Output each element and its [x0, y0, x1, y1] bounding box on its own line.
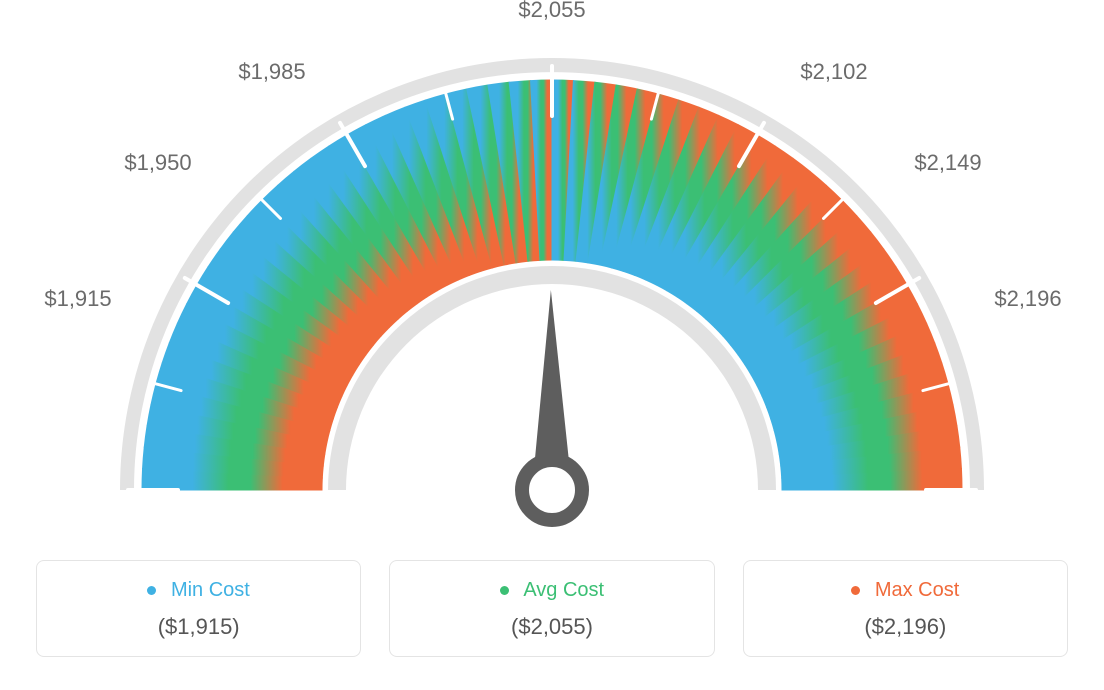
legend-title-min: Min Cost — [47, 579, 350, 602]
dot-icon — [500, 586, 509, 595]
legend-card-max: Max Cost ($2,196) — [743, 560, 1068, 657]
legend-row: Min Cost ($1,915) Avg Cost ($2,055) Max … — [0, 560, 1104, 681]
legend-label-avg: Avg Cost — [523, 579, 604, 601]
gauge-tick-label: $1,985 — [238, 59, 305, 85]
gauge-tick-label: $2,196 — [994, 286, 1061, 312]
legend-value-min: ($1,915) — [47, 614, 350, 640]
legend-value-avg: ($2,055) — [400, 614, 703, 640]
legend-card-min: Min Cost ($1,915) — [36, 560, 361, 657]
dot-icon — [851, 586, 860, 595]
gauge-chart: $1,915 $1,950 $1,985 $2,055 $2,102 $2,149 $2,1… — [0, 0, 1104, 560]
legend-card-avg: Avg Cost ($2,055) — [389, 560, 714, 657]
gauge-tick-label: $2,149 — [914, 150, 981, 176]
gauge-tick-label: $1,950 — [124, 150, 191, 176]
legend-title-avg: Avg Cost — [400, 579, 703, 602]
legend-value-max: ($2,196) — [754, 614, 1057, 640]
dot-icon — [147, 586, 156, 595]
gauge-tick-label: $2,102 — [800, 59, 867, 85]
gauge-tick-label: $2,055 — [518, 0, 585, 23]
legend-label-max: Max Cost — [875, 579, 959, 601]
legend-title-max: Max Cost — [754, 579, 1057, 602]
legend-label-min: Min Cost — [171, 579, 250, 601]
gauge-tick-label: $1,915 — [44, 286, 111, 312]
gauge-svg — [0, 0, 1104, 560]
